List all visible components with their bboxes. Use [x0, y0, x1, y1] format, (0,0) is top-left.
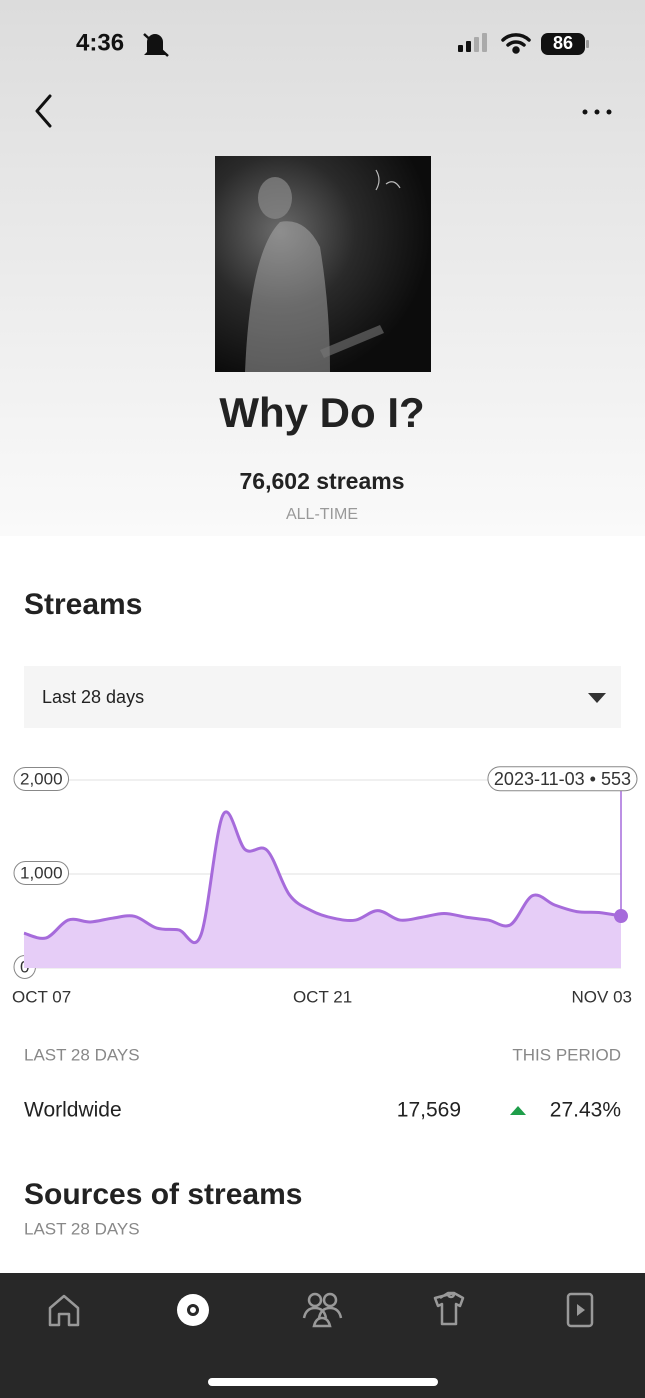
home-tab[interactable] — [48, 1294, 80, 1327]
battery-icon — [541, 33, 585, 55]
section-heading: Streams — [24, 588, 142, 621]
tooltip-label: 2023-11-03 • 553 — [494, 769, 631, 789]
merch-tab[interactable] — [433, 1291, 465, 1326]
up-arrow — [510, 1106, 526, 1115]
y-tick-pill — [13, 766, 70, 791]
summary-right-label: THIS PERIOD — [512, 1045, 621, 1064]
region: Worldwide — [24, 1099, 122, 1122]
dropdown-label: Last 28 days — [42, 687, 144, 707]
sources-period: LAST 28 DAYS — [24, 1219, 140, 1238]
area-fill — [24, 811, 621, 968]
summary-left-label: LAST 28 DAYS — [24, 1045, 140, 1064]
streams-period: ALL-TIME — [286, 506, 358, 523]
y-tick-label: 2,000 — [20, 769, 63, 788]
track-title: Why Do I? — [219, 389, 424, 436]
wifi-icon — [501, 33, 531, 54]
x-tick-label: NOV 03 — [572, 987, 632, 1006]
y-tick-pill — [13, 860, 70, 885]
status-time: 4:36 — [76, 29, 124, 56]
battery-level: 86 — [553, 33, 573, 53]
dropdown-caret — [588, 693, 606, 703]
signal-icon — [458, 33, 487, 52]
mute-icon — [143, 33, 169, 57]
selected-point — [614, 909, 628, 924]
total-streams: 76,602 streams — [240, 468, 405, 494]
sources-heading: Sources of streams — [24, 1178, 302, 1211]
canvas-tab[interactable] — [566, 1292, 594, 1328]
period-dropdown[interactable]: Last 28 days — [24, 666, 621, 728]
change-percent: 27.43% — [550, 1099, 621, 1122]
tab-bar — [0, 1273, 645, 1398]
x-tick-label: OCT 21 — [293, 987, 352, 1006]
line — [23, 810, 622, 945]
y-tick-label: 1,000 — [20, 863, 63, 882]
more-button[interactable] — [582, 109, 612, 115]
region-streams: 17,569 — [397, 1099, 461, 1122]
audience-tab[interactable] — [302, 1292, 343, 1328]
x-tick-label: OCT 07 — [12, 987, 71, 1006]
battery-tip — [586, 40, 589, 48]
album-art — [215, 156, 431, 372]
tooltip-pill — [487, 766, 638, 792]
music-tab[interactable] — [177, 1294, 209, 1326]
back-button[interactable] — [35, 94, 52, 128]
home-indicator — [208, 1378, 438, 1386]
